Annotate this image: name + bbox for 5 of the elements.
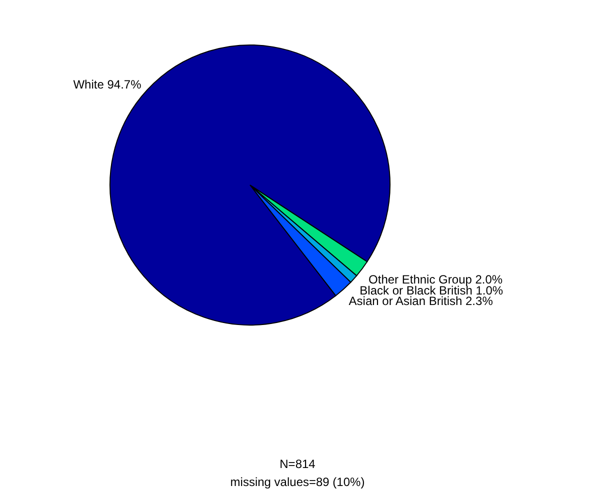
slice-label: Asian or Asian British 2.3% [348, 294, 494, 308]
slice-label: White 94.7% [73, 78, 142, 92]
slice-label: Other Ethnic Group 2.0% [368, 272, 503, 287]
text: missing values=89 (10%) [229, 474, 366, 491]
text: N=814 [278, 456, 316, 473]
